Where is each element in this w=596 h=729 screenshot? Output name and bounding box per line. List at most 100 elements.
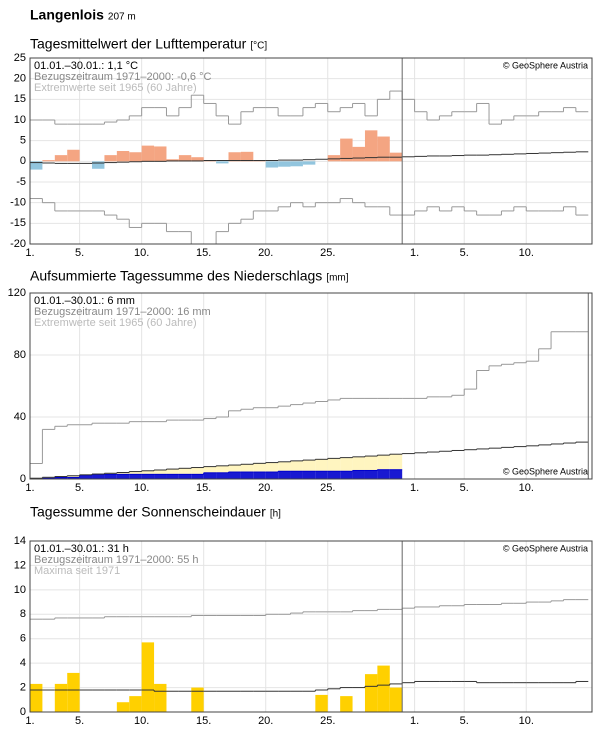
bar (141, 642, 155, 712)
actual-area (315, 471, 328, 479)
plot-frame (29, 57, 593, 245)
y-tick-label: 20 (14, 73, 26, 85)
deficit-area (129, 471, 142, 475)
actual-area (265, 472, 279, 479)
y-tick-label: 6 (20, 633, 26, 645)
y-tick-label: 0 (20, 706, 26, 718)
x-tick-label: 25. (320, 247, 335, 259)
deficit-area (154, 470, 167, 475)
legend-entry: Extremwerte seit 1965 (60 Jahre) (34, 82, 197, 94)
actual-area (54, 477, 68, 479)
actual-area (327, 471, 341, 479)
x-tick-label: 10. (134, 482, 149, 494)
chart-unit: [mm] (326, 273, 348, 284)
x-tick-label: 5. (460, 247, 469, 259)
bar (42, 160, 55, 162)
deficit-area (253, 463, 266, 473)
bar (228, 152, 241, 162)
y-tick-label: 14 (14, 535, 26, 547)
bar (129, 152, 142, 162)
actual-area (389, 469, 403, 479)
y-tick-label: 4 (20, 657, 26, 669)
actual-area (116, 474, 130, 479)
actual-area (364, 470, 378, 479)
x-tick-label: 1. (410, 247, 419, 259)
bar (315, 694, 328, 712)
actual-area (240, 472, 254, 479)
bar (67, 149, 80, 162)
plot-area (30, 541, 592, 712)
actual-area (377, 469, 390, 479)
bar (340, 696, 353, 712)
deficit-area (352, 456, 365, 471)
bar (141, 145, 155, 162)
chart-unit: [h] (270, 509, 281, 520)
bar (191, 687, 204, 712)
credit: © GeoSphere Austria (503, 466, 588, 476)
bar (92, 161, 105, 169)
x-tick-label: 15. (196, 715, 211, 727)
y-tick-label: 10 (14, 114, 26, 126)
deficit-area (265, 462, 279, 473)
actual-area (228, 472, 241, 479)
x-tick-label: 20. (258, 247, 273, 259)
deficit-area (278, 461, 291, 472)
x-tick-label: 20. (258, 715, 273, 727)
x-tick-label: 5. (460, 715, 469, 727)
plot-frame (29, 292, 593, 480)
y-tick-label: 0 (20, 155, 26, 167)
x-tick-label: 5. (75, 247, 84, 259)
deficit-area (228, 465, 241, 473)
x-tick-label: 25. (320, 482, 335, 494)
y-tick-label: 5 (20, 135, 26, 147)
bar (30, 683, 43, 712)
deficit-area (216, 465, 229, 473)
bar (166, 159, 179, 162)
actual-area (290, 471, 303, 479)
y-tick-label: -5 (16, 176, 26, 188)
actual-area (340, 471, 353, 479)
x-tick-label: 1. (25, 482, 34, 494)
deficit-area (203, 466, 217, 473)
deficit-area (340, 457, 353, 472)
deficit-area (290, 460, 303, 472)
bar (104, 155, 117, 162)
x-tick-label: 25. (320, 715, 335, 727)
deficit-area (240, 464, 254, 473)
bar (54, 683, 68, 712)
bar (67, 672, 80, 712)
y-tick-label: 2 (20, 681, 26, 693)
x-tick-label: 15. (196, 247, 211, 259)
actual-area (216, 472, 229, 479)
y-tick-label: 12 (14, 559, 26, 571)
legend-entry: 01.01.–30.01.: 6 mm (34, 295, 135, 307)
chart-title: Tagessumme der Sonnenscheindauer (30, 504, 266, 520)
deficit-area (141, 470, 155, 475)
deficit-area (315, 459, 328, 472)
actual-area (278, 471, 291, 479)
station-altitude: 207 m (108, 12, 136, 23)
x-tick-label: 10. (519, 482, 534, 494)
legend-entry: Bezugszeitraum 1971–2000: 16 mm (34, 306, 211, 318)
x-tick-label: 5. (75, 715, 84, 727)
actual-area (191, 474, 204, 479)
bar (129, 696, 142, 712)
y-tick-label: 40 (14, 411, 26, 423)
deficit-area (116, 472, 130, 475)
x-tick-label: 10. (134, 247, 149, 259)
deficit-area (67, 475, 80, 478)
deficit-area (302, 460, 316, 472)
chart-title: Tagesmittelwert der Lufttemperatur (30, 36, 247, 52)
legend-entry: Maxima seit 1971 (34, 565, 120, 577)
deficit-area (364, 456, 378, 471)
y-tick-label: 0 (20, 473, 26, 485)
y-tick-label: -20 (10, 238, 26, 250)
y-tick-label: 120 (8, 287, 26, 299)
actual-area (92, 474, 105, 479)
x-tick-label: 1. (410, 715, 419, 727)
bar (290, 161, 303, 167)
chart-title: Aufsummierte Tagessumme des Niederschlag… (30, 268, 322, 284)
actual-area (302, 471, 316, 479)
x-tick-label: 5. (75, 482, 84, 494)
bar (327, 155, 341, 162)
